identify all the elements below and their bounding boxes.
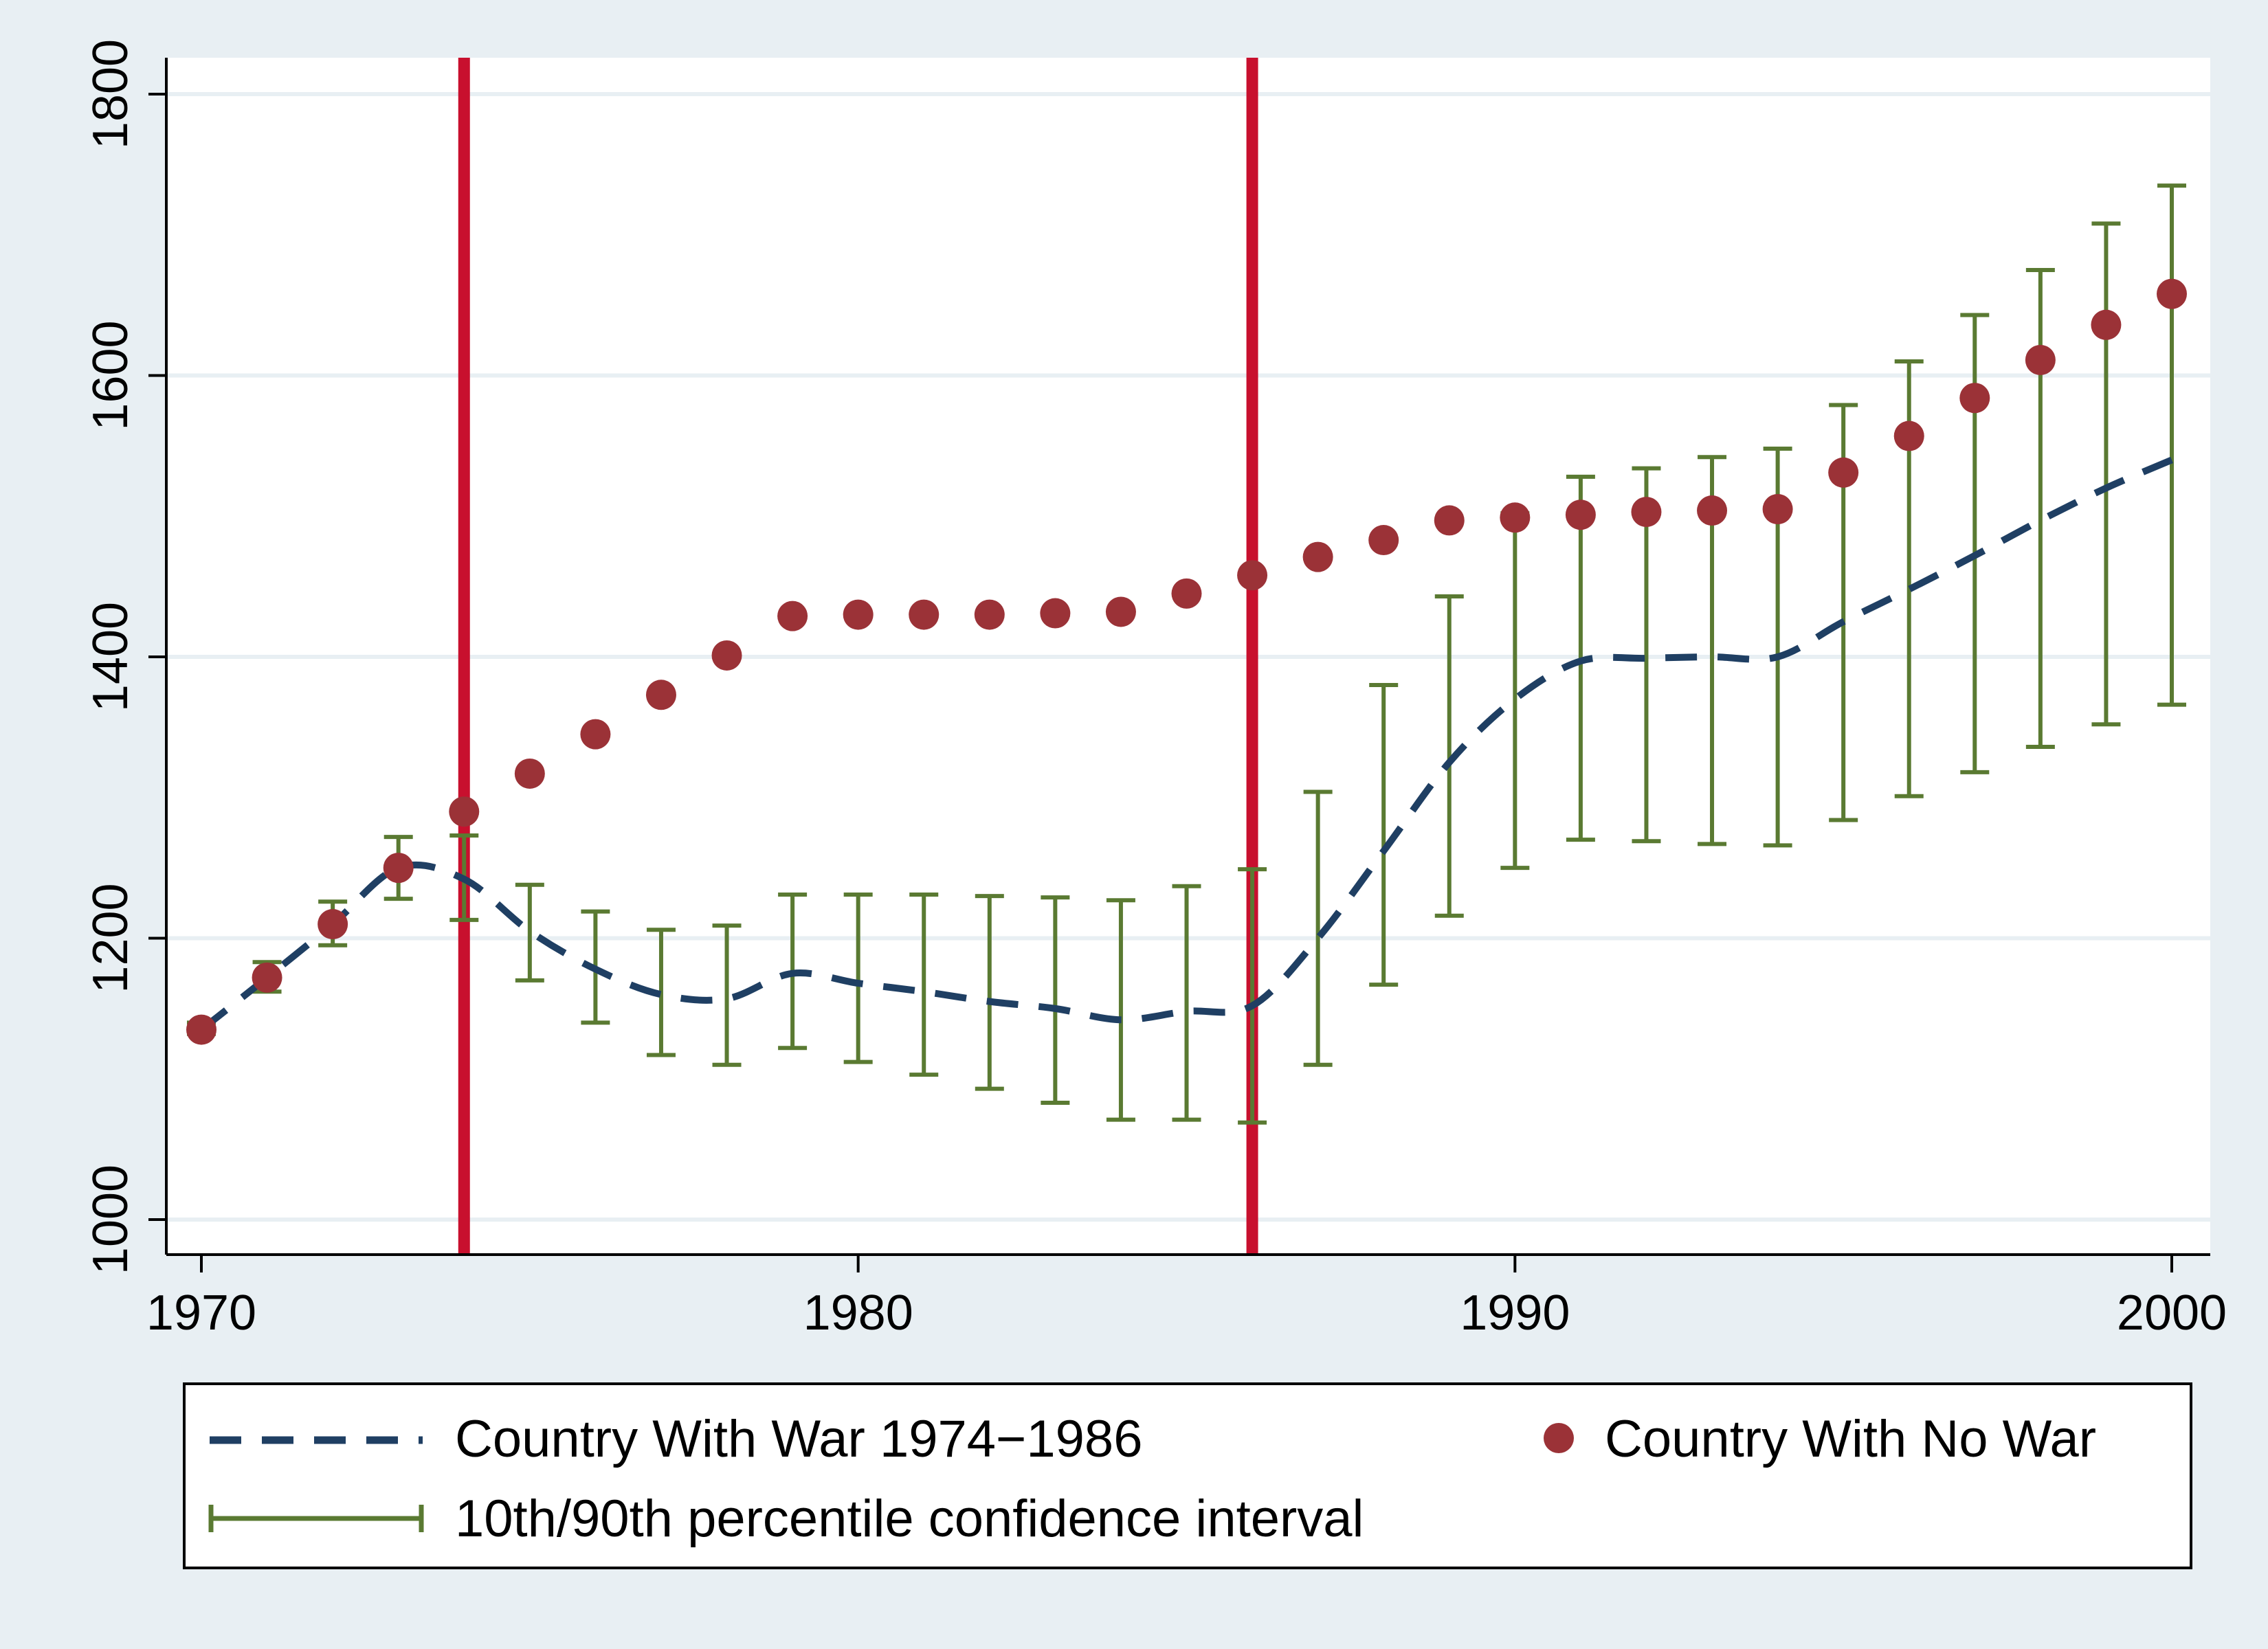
ci-bar (2157, 183, 2186, 707)
nowar-point (2157, 278, 2187, 309)
x-tick-label: 1990 (1460, 1286, 1570, 1340)
nowar-point (1959, 383, 1990, 414)
y-tick-label: 1600 (83, 320, 138, 430)
ci-bar (1369, 682, 1399, 987)
nowar-point (1368, 525, 1399, 556)
nowar-point (383, 853, 414, 884)
y-tick-label: 1800 (83, 39, 138, 149)
y-tick-label: 1400 (83, 602, 138, 712)
nowar-point (1171, 578, 1202, 609)
nowar-point (1237, 560, 1268, 591)
ci-bar (646, 928, 676, 1057)
nowar-point (645, 680, 676, 710)
ci-bar (515, 882, 544, 983)
nowar-point (580, 719, 611, 750)
ci-bar (1041, 895, 1070, 1106)
legend-war-label: Country With War 1974−1986 (455, 1410, 1142, 1468)
war-series-line (199, 456, 2173, 1033)
ci-bar (1632, 466, 1661, 844)
legend: Country With War 1974−1986 Country With … (183, 1382, 2192, 1569)
war-line (199, 456, 2173, 1033)
nowar-point (1893, 420, 1924, 451)
ci-bar (1303, 789, 1333, 1067)
ci-bar (975, 894, 1004, 1091)
nowar-point (2025, 344, 2056, 375)
ci-bar (1238, 867, 1267, 1125)
ci-bar (712, 923, 742, 1067)
nowar-point (1762, 494, 1793, 525)
legend-ci-swatch (208, 1505, 424, 1532)
nowar-point (1697, 495, 1728, 526)
nowar-point (974, 599, 1005, 630)
x-tick-label: 2000 (2117, 1286, 2227, 1340)
nowar-point (1040, 598, 1071, 629)
nowar-point (514, 758, 545, 789)
axes: 1000 1200 1400 1600 1800 1970 1980 1990 2000 (83, 39, 2227, 1340)
nowar-point (909, 599, 940, 630)
gridlines (166, 92, 2210, 1222)
nowar-point (1828, 457, 1859, 488)
ci-bar (909, 893, 939, 1077)
nowar-point (1500, 502, 1531, 533)
nowar-point (777, 601, 808, 631)
nowar-point (2091, 309, 2122, 340)
y-tick-label: 1000 (83, 1165, 138, 1275)
legend-nowar-swatch (1544, 1423, 1574, 1453)
ci-bar (843, 893, 873, 1064)
y-tick-label: 1200 (83, 883, 138, 993)
legend-box (183, 1382, 2192, 1569)
nowar-point (1105, 596, 1136, 627)
x-tick-label: 1980 (803, 1286, 913, 1340)
nowar-point (1631, 497, 1662, 528)
nowar-point (1302, 541, 1333, 572)
nowar-point (1434, 505, 1465, 536)
nowar-point (1565, 500, 1596, 530)
nowar-point (711, 640, 742, 671)
legend-ci-label: 10th/90th percentile confidence interval (455, 1490, 1364, 1548)
nowar-point (449, 796, 480, 827)
nowar-point (843, 599, 874, 630)
ci-bar (1434, 594, 1464, 918)
nowar-point (252, 962, 282, 993)
nowar-point (186, 1014, 216, 1045)
nowar-point (318, 909, 348, 940)
x-tick-label: 1970 (146, 1286, 256, 1340)
nowar-series-dots (186, 278, 2187, 1045)
legend-nowar-label: Country With No War (1605, 1410, 2096, 1468)
ci-bar (1172, 884, 1201, 1122)
ci-bar (1106, 898, 1135, 1122)
ci-bar (2091, 221, 2121, 727)
